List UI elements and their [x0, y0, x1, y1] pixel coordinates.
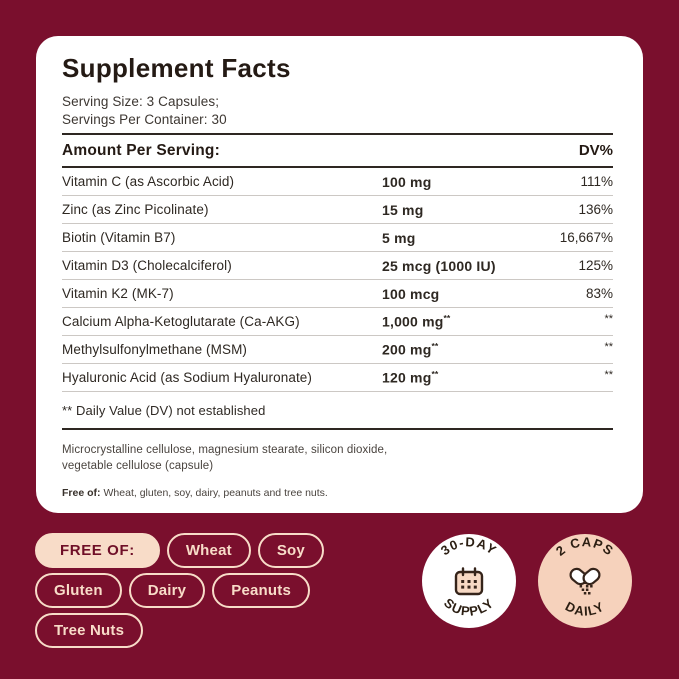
supply-badge: 30-DAY SUPPLY	[422, 534, 516, 628]
supply-badge-top-text: 30-DAY	[438, 534, 499, 558]
calendar-icon	[454, 567, 484, 596]
nutrient-dv: **	[604, 312, 613, 325]
nutrient-name: Zinc (as Zinc Picolinate)	[62, 202, 209, 217]
table-row: Methylsulfonylmethane (MSM) 200 mg** **	[62, 336, 613, 364]
nutrient-dv: 125%	[578, 258, 613, 273]
nutrient-name: Vitamin D3 (Cholecalciferol)	[62, 258, 232, 273]
free-of-item-pill: Tree Nuts	[35, 613, 144, 648]
dosage-badge-graphic: 2 CAPS DAILY	[553, 534, 617, 619]
nutrient-name: Biotin (Vitamin B7)	[62, 230, 176, 245]
free-of-item-pill: Dairy	[128, 573, 206, 608]
divider	[62, 428, 613, 430]
table-row: Vitamin C (as Ascorbic Acid) 100 mg 111%	[62, 168, 613, 196]
nutrient-dv: 111%	[580, 174, 613, 189]
table-row: Hyaluronic Acid (as Sodium Hyaluronate) …	[62, 364, 613, 392]
free-of-item-pill: Soy	[257, 533, 324, 568]
free-of-note-text: Wheat, gluten, soy, dairy, peanuts and t…	[103, 487, 328, 499]
nutrient-name: Vitamin K2 (MK-7)	[62, 286, 174, 301]
free-of-item-pill: Wheat	[166, 533, 251, 568]
nutrient-amount: 200 mg**	[382, 341, 439, 358]
nutrient-amount: 120 mg**	[382, 369, 439, 386]
svg-text:DAILY: DAILY	[563, 599, 607, 619]
divider	[62, 133, 613, 135]
table-row: Zinc (as Zinc Picolinate) 15 mg 136%	[62, 196, 613, 224]
other-ingredients: Microcrystalline cellulose, magnesium st…	[62, 442, 613, 474]
nutrient-table: Vitamin C (as Ascorbic Acid) 100 mg 111%…	[62, 168, 613, 392]
nutrient-name: Hyaluronic Acid (as Sodium Hyaluronate)	[62, 370, 313, 385]
free-of-item-pill: Gluten	[35, 573, 122, 608]
svg-text:SUPPLY: SUPPLY	[441, 595, 497, 619]
nutrient-dv: **	[604, 340, 613, 353]
badge-row: Tree Nuts	[35, 613, 355, 648]
free-of-note-label: Free of:	[62, 487, 101, 499]
badge-row: Gluten Dairy Peanuts	[35, 573, 355, 608]
dv-footnote: ** Daily Value (DV) not established	[62, 403, 266, 418]
table-row: Calcium Alpha-Ketoglutarate (Ca-AKG) 1,0…	[62, 308, 613, 336]
nutrient-amount: 5 mg	[382, 229, 416, 246]
amount-per-serving-header: Amount Per Serving:	[62, 141, 220, 159]
svg-text:2 CAPS: 2 CAPS	[553, 534, 617, 559]
nutrient-amount: 100 mg	[382, 173, 432, 190]
nutrient-dv: 83%	[585, 286, 613, 301]
badge-row: FREE OF: Wheat Soy	[35, 533, 355, 568]
servings-per-container: Servings Per Container: 30	[62, 112, 227, 127]
free-of-item-pill: Peanuts	[212, 573, 310, 608]
capsules-icon	[569, 567, 601, 595]
nutrient-name: Vitamin C (as Ascorbic Acid)	[62, 174, 235, 189]
serving-info: Serving Size: 3 Capsules; Servings Per C…	[62, 93, 613, 129]
nutrient-name: Methylsulfonylmethane (MSM)	[62, 342, 248, 357]
other-ingredients-line2: vegetable cellulose (capsule)	[62, 460, 214, 472]
free-of-heading-pill: FREE OF:	[35, 533, 160, 568]
allergen-badges: FREE OF: Wheat Soy Gluten Dairy Peanuts Tree N…	[35, 533, 355, 653]
dosage-badge-top-text: 2 CAPS	[553, 534, 616, 559]
dosage-badge-bottom-text: DAILY	[563, 599, 606, 619]
table-row: Biotin (Vitamin B7) 5 mg 16,667%	[62, 224, 613, 252]
table-row: Vitamin D3 (Cholecalciferol) 25 mcg (100…	[62, 252, 613, 280]
nutrient-name: Calcium Alpha-Ketoglutarate (Ca-AKG)	[62, 314, 300, 329]
nutrient-amount: 15 mg	[382, 201, 424, 218]
panel-title: Supplement Facts	[62, 53, 291, 83]
dosage-badge: 2 CAPS DAILY	[538, 534, 632, 628]
other-ingredients-line1: Microcrystalline cellulose, magnesium st…	[62, 444, 388, 456]
dv-header: DV%	[578, 142, 613, 159]
nutrient-amount: 100 mcg	[382, 285, 440, 302]
free-of-note: Free of: Wheat, gluten, soy, dairy, peanu…	[62, 486, 613, 500]
nutrient-amount: 1,000 mg**	[382, 313, 451, 330]
table-row: Vitamin K2 (MK-7) 100 mcg 83%	[62, 280, 613, 308]
nutrient-dv: **	[604, 368, 613, 381]
svg-text:30-DAY: 30-DAY	[438, 534, 500, 558]
nutrient-dv: 16,667%	[559, 230, 613, 245]
supply-badge-graphic: 30-DAY SUPPLY	[438, 534, 500, 619]
serving-size: Serving Size: 3 Capsules;	[62, 94, 220, 109]
table-header: Amount Per Serving: DV%	[62, 135, 613, 168]
supply-badge-bottom-text: SUPPLY	[441, 595, 496, 619]
supplement-facts-panel: Supplement Facts Serving Size: 3 Capsule…	[36, 36, 643, 513]
nutrient-dv: 136%	[578, 202, 613, 217]
nutrient-amount: 25 mcg (1000 IU)	[382, 257, 496, 274]
